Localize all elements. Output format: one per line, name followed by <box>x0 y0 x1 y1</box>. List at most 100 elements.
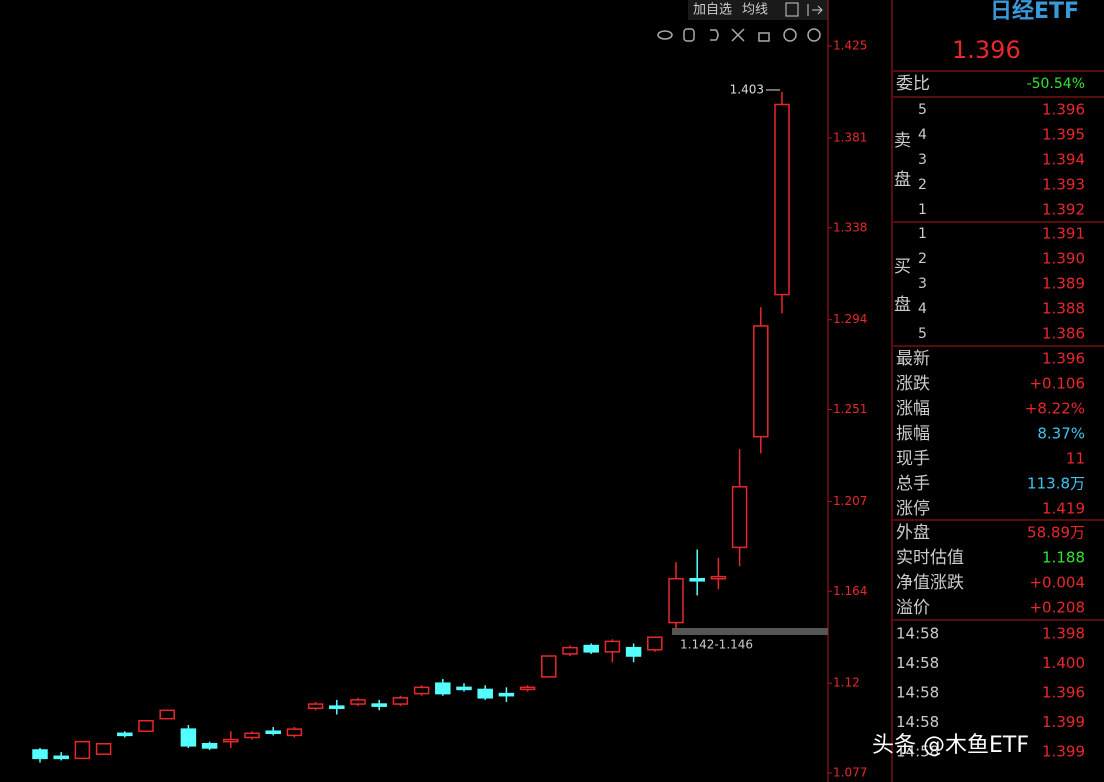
y-tick-label: 1.381 <box>833 130 867 144</box>
buy-label: 盘 <box>894 295 911 315</box>
y-tick-label: 1.164 <box>833 584 867 598</box>
weibi-value: -50.54% <box>1027 76 1085 92</box>
extra-label: 溢价 <box>896 598 930 618</box>
tool-icon[interactable] <box>783 28 797 42</box>
candle-body <box>286 728 303 737</box>
tool-icon[interactable] <box>758 32 770 42</box>
candle-body <box>753 325 769 438</box>
candle-body <box>519 686 536 691</box>
chart-tools <box>657 28 821 42</box>
y-tick-label: 1.338 <box>833 220 867 234</box>
candle-body <box>392 697 409 705</box>
trade-price: 1.399 <box>1042 713 1085 731</box>
candle-body <box>32 749 48 760</box>
stat-value: 11 <box>1066 450 1085 468</box>
sell-label: 盘 <box>894 170 911 190</box>
stat-value: +0.106 <box>1029 375 1085 393</box>
order-price: 1.388 <box>1042 300 1085 318</box>
candle-body <box>689 577 705 582</box>
extra-label: 外盘 <box>896 523 930 543</box>
range-label: 1.142-1.146 <box>680 638 753 652</box>
order-level: 2 <box>918 177 927 193</box>
toolbar <box>688 0 828 20</box>
order-price: 1.390 <box>1042 250 1085 268</box>
candle-body <box>138 720 154 732</box>
stat-value: 1.396 <box>1042 350 1085 368</box>
order-level: 5 <box>918 102 927 118</box>
window-icon[interactable] <box>785 2 799 17</box>
stat-label: 总手 <box>896 474 930 494</box>
candle-body <box>625 646 642 657</box>
order-level: 4 <box>918 127 927 143</box>
candle-body <box>710 575 727 580</box>
buy-label: 买 <box>894 257 911 277</box>
y-tick-label: 1.12 <box>833 676 860 690</box>
candle-body <box>456 686 472 691</box>
candle-body <box>350 699 366 705</box>
candle-body <box>244 732 260 739</box>
toolbar-button[interactable]: 加自选 <box>693 3 732 18</box>
extra-label: 净值涨跌 <box>896 573 964 593</box>
stat-label: 振幅 <box>896 424 930 444</box>
order-level: 5 <box>918 326 927 342</box>
tool-icon[interactable] <box>710 29 719 41</box>
trade-time: 14:58 <box>896 743 939 761</box>
stat-label: 最新 <box>896 349 930 369</box>
stat-label: 涨停 <box>896 499 930 519</box>
candle-body <box>668 577 684 624</box>
order-level: 2 <box>918 251 927 267</box>
trade-price: 1.400 <box>1042 654 1085 672</box>
max-label: 1.403 <box>730 82 764 96</box>
candle-body <box>53 755 69 760</box>
order-price: 1.394 <box>1042 151 1085 169</box>
tool-icon[interactable] <box>731 28 745 42</box>
watermark: 头条 @木鱼ETF <box>872 733 1029 758</box>
tool-icon[interactable] <box>657 30 673 40</box>
order-price: 1.391 <box>1042 225 1085 243</box>
trade-price: 1.396 <box>1042 684 1085 702</box>
candle-body <box>265 730 281 735</box>
candles <box>32 91 790 763</box>
candle-body <box>329 705 345 709</box>
candle-body <box>498 692 515 697</box>
tool-icon[interactable] <box>807 28 821 42</box>
sell-label: 卖 <box>894 131 911 151</box>
order-level: 4 <box>918 301 927 317</box>
candle-body <box>583 644 599 653</box>
trade-price: 1.398 <box>1042 625 1085 643</box>
quote-panel: 日经ETF 1.396 委比 -50.54% 卖 盘 买 盘 5 1.396 4 1.… <box>893 0 1104 761</box>
extra-value: 58.89万 <box>1027 524 1085 542</box>
y-tick-label: 1.207 <box>833 494 867 508</box>
order-level: 1 <box>918 226 927 242</box>
stat-value: 113.8万 <box>1027 475 1085 493</box>
trade-time: 14:58 <box>896 625 939 643</box>
trade-time: 14:58 <box>896 654 939 672</box>
order-price: 1.395 <box>1042 126 1085 144</box>
range-band <box>672 628 828 635</box>
y-tick-label: 1.077 <box>833 766 867 780</box>
weibi-label: 委比 <box>896 74 930 94</box>
candle-body <box>731 486 748 549</box>
y-tick-label: 1.425 <box>833 39 867 53</box>
extra-value: +0.004 <box>1029 574 1085 592</box>
stat-label: 涨幅 <box>896 399 930 419</box>
order-level: 3 <box>918 152 927 168</box>
order-price: 1.386 <box>1042 325 1085 343</box>
candle-body <box>117 732 133 737</box>
candle-body <box>307 703 324 709</box>
y-tick-label: 1.294 <box>833 312 867 326</box>
order-price: 1.389 <box>1042 275 1085 293</box>
candle-body <box>159 709 175 720</box>
candle-body <box>74 740 91 760</box>
candle-body <box>435 682 451 695</box>
toolbar-button[interactable]: 均线 <box>742 3 768 18</box>
tool-icon[interactable] <box>683 28 695 42</box>
candle-body <box>477 688 493 699</box>
candle-body <box>223 738 239 743</box>
stat-label: 现手 <box>896 449 930 469</box>
candle-body <box>371 703 387 707</box>
order-price: 1.392 <box>1042 201 1085 219</box>
extra-value: +0.208 <box>1029 599 1085 617</box>
exit-icon[interactable] <box>807 4 823 16</box>
